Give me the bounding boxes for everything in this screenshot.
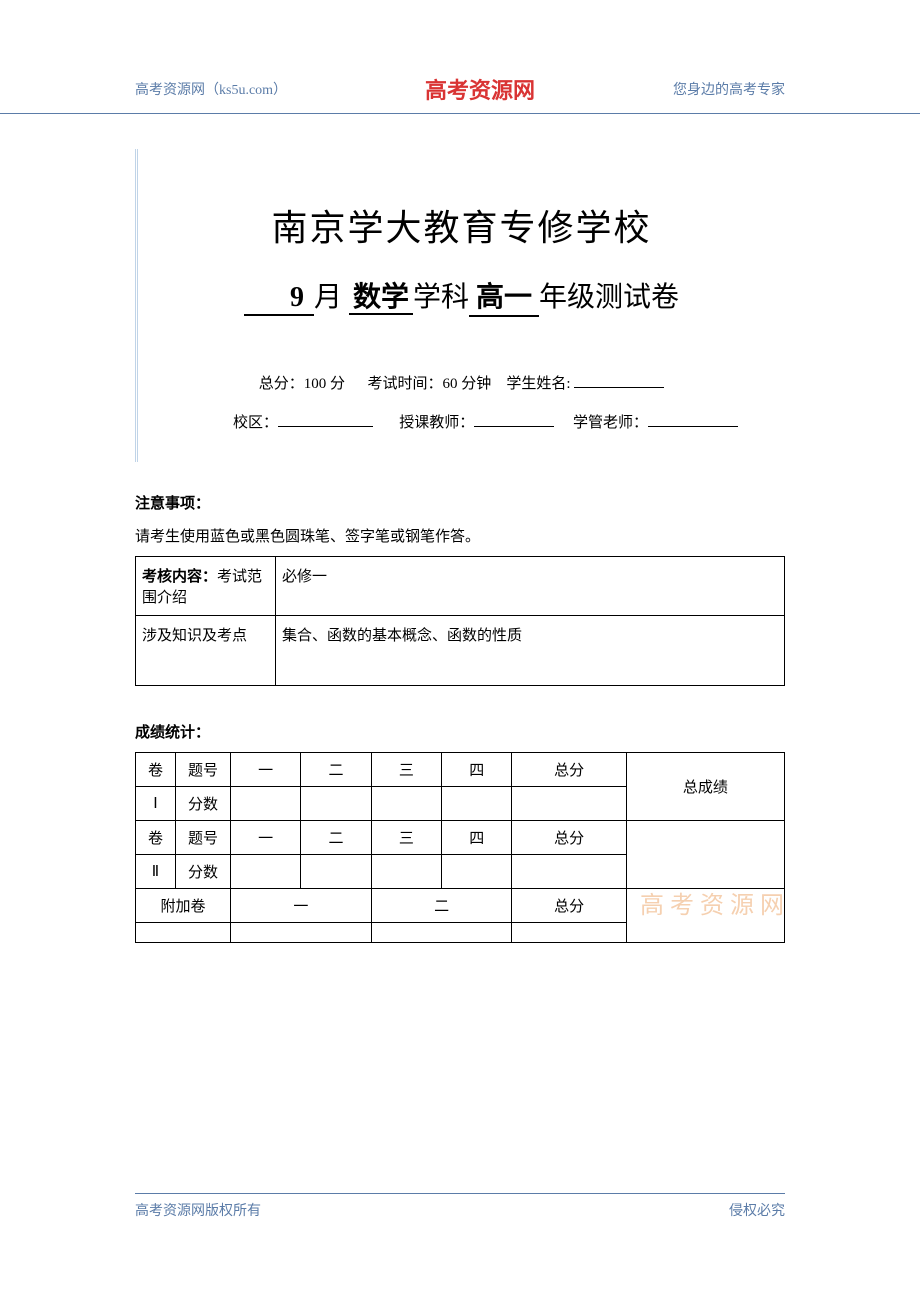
cell-empty[interactable] [512, 855, 626, 889]
title-subject-label: 学科 [413, 282, 469, 313]
cell-fenshu: 分数 [176, 787, 231, 821]
table-row: 考核内容：考试范围介绍 必修一 [136, 557, 785, 616]
th-juan: 卷 [136, 753, 176, 787]
th-tihao: 题号 [176, 753, 231, 787]
cell-fenshu: 分数 [176, 855, 231, 889]
page-footer: 高考资源网版权所有 侵权必究 [135, 1193, 785, 1220]
th-one: 一 [231, 889, 372, 923]
th-two: 二 [301, 753, 371, 787]
stats-heading: 成绩统计： [135, 721, 785, 742]
notice-heading: 注意事项： [135, 492, 785, 513]
info-line-2: 校区： 授课教师： 学管老师： [138, 411, 785, 432]
cell-label-bold: 考核内容： [142, 569, 217, 585]
cell-empty[interactable] [231, 855, 301, 889]
table-cell-value: 必修一 [276, 557, 785, 616]
table-cell-value: 集合、函数的基本概念、函数的性质 [276, 616, 785, 686]
table-cell-label: 涉及知识及考点 [136, 616, 276, 686]
footer-left: 高考资源网版权所有 [135, 1200, 261, 1220]
info-line-1: 总分：100 分 考试时间：60 分钟 学生姓名: [138, 372, 785, 393]
title-subject: 数学 [349, 282, 413, 315]
cell-empty[interactable] [371, 923, 512, 943]
cell-roman1: Ⅰ [136, 787, 176, 821]
cell-empty[interactable] [512, 787, 626, 821]
cell-grand-empty[interactable] [626, 889, 784, 943]
cell-empty[interactable] [442, 855, 512, 889]
cell-addon: 附加卷 [136, 889, 231, 923]
table-row: 涉及知识及考点 集合、函数的基本概念、函数的性质 [136, 616, 785, 686]
page-header: 高考资源网（ks5u.com） 高考资源网 您身边的高考专家 [0, 0, 920, 114]
title-block: 南京学大教育专修学校 9月 数学学科高一年级测试卷 总分：100 分 考试时间：… [135, 149, 785, 462]
total-score-label: 总分： [259, 376, 304, 392]
footer-right: 侵权必究 [729, 1200, 785, 1220]
campus-label: 校区： [233, 415, 278, 431]
campus-blank[interactable] [278, 426, 373, 427]
th-three: 三 [371, 821, 441, 855]
th-total: 总分 [512, 821, 626, 855]
title-grade: 高一 [469, 275, 539, 317]
teacher-label: 授课教师： [399, 415, 474, 431]
cell-empty[interactable] [231, 787, 301, 821]
school-title: 南京学大教育专修学校 [138, 199, 785, 251]
th-four: 四 [442, 821, 512, 855]
th-two: 二 [301, 821, 371, 855]
manager-label: 学管老师： [573, 415, 648, 431]
header-left-text: 高考资源网（ks5u.com） [135, 79, 287, 99]
th-grand: 总成绩 [626, 753, 784, 821]
table-row: 卷 题号 一 二 三 四 总分 [136, 821, 785, 855]
cell-empty[interactable] [371, 787, 441, 821]
th-four: 四 [442, 753, 512, 787]
header-right-text: 您身边的高考专家 [673, 79, 785, 99]
student-name-blank[interactable] [574, 387, 664, 388]
cell-empty[interactable] [231, 923, 372, 943]
notice-text: 请考生使用蓝色或黑色圆珠笔、签字笔或钢笔作答。 [135, 525, 785, 546]
th-three: 三 [371, 753, 441, 787]
th-total: 总分 [512, 889, 626, 923]
th-one: 一 [231, 753, 301, 787]
content-table: 考核内容：考试范围介绍 必修一 涉及知识及考点 集合、函数的基本概念、函数的性质 [135, 556, 785, 686]
cell-empty[interactable] [136, 923, 231, 943]
cell-roman2: Ⅱ [136, 855, 176, 889]
th-tihao: 题号 [176, 821, 231, 855]
table-row: 卷 题号 一 二 三 四 总分 总成绩 [136, 753, 785, 787]
cell-empty[interactable] [371, 855, 441, 889]
cell-grand-empty[interactable] [626, 821, 784, 889]
exam-time: 60 分钟 [443, 376, 492, 392]
title-grade-label: 年级测试卷 [539, 282, 679, 313]
stats-table: 卷 题号 一 二 三 四 总分 总成绩 Ⅰ 分数 卷 题号 一 二 三 四 总分 [135, 752, 785, 943]
total-score: 100 分 [304, 376, 345, 392]
th-total: 总分 [512, 753, 626, 787]
th-juan: 卷 [136, 821, 176, 855]
header-brand: 高考资源网 [425, 73, 535, 105]
th-two: 二 [371, 889, 512, 923]
cell-empty[interactable] [301, 855, 371, 889]
manager-blank[interactable] [648, 426, 738, 427]
table-cell-label: 考核内容：考试范围介绍 [136, 557, 276, 616]
title-month-label: 月 [314, 282, 342, 313]
cell-empty[interactable] [442, 787, 512, 821]
teacher-blank[interactable] [474, 426, 554, 427]
cell-empty[interactable] [512, 923, 626, 943]
table-row: 附加卷 一 二 总分 [136, 889, 785, 923]
exam-time-label: 考试时间： [368, 376, 443, 392]
cell-empty[interactable] [301, 787, 371, 821]
exam-title: 9月 数学学科高一年级测试卷 [138, 275, 785, 317]
th-one: 一 [231, 821, 301, 855]
student-name-label: 学生姓名: [506, 376, 570, 392]
title-month: 9 [244, 282, 314, 316]
page-content: 南京学大教育专修学校 9月 数学学科高一年级测试卷 总分：100 分 考试时间：… [0, 149, 920, 943]
